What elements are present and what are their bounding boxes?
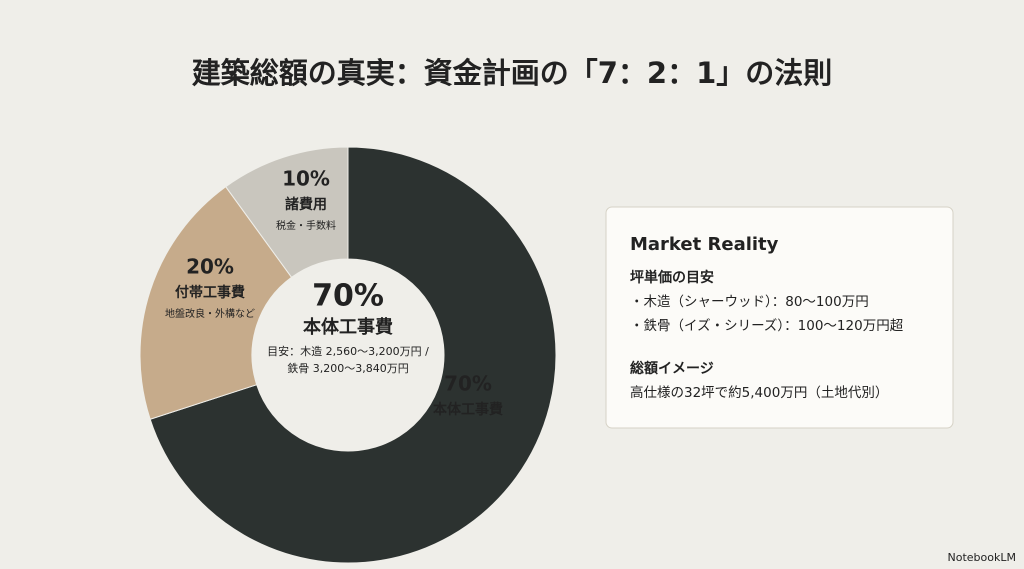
donut-segment	[139, 186, 293, 420]
segment-value-label: 70%	[444, 372, 492, 396]
card-heading: 坪単価の目安	[630, 269, 714, 286]
card-heading: 総額イメージ	[630, 360, 714, 377]
center-note: 鉄骨 3,200〜3,840万円	[287, 361, 408, 375]
segment-category-label: 諸費用	[285, 196, 327, 213]
segment-value-label: 10%	[282, 167, 330, 191]
card-line: ・鉄骨（イズ・シリーズ）：100〜120万円超	[630, 318, 904, 334]
donut-segment	[149, 146, 557, 564]
segment-note: 地盤改良・外構など	[165, 307, 255, 320]
segment-note: 税金・手数料	[276, 219, 336, 232]
card-line: 高仕様の32坪で約5,400万円（土地代別）	[630, 384, 888, 401]
segment-category-label: 本体工事費	[433, 401, 503, 418]
card-title: Market Reality	[630, 234, 779, 255]
card-line: ・木造（シャーウッド）：80〜100万円	[630, 294, 869, 310]
center-note: 目安：木造 2,560〜3,200万円 /	[267, 344, 429, 358]
segment-value-label: 20%	[186, 255, 234, 279]
center-category-label: 本体工事費	[303, 316, 393, 338]
footer: NotebookLM	[948, 551, 1016, 564]
donut-hole	[253, 260, 443, 450]
center-value-label: 70%	[312, 279, 384, 314]
card	[605, 206, 954, 429]
segment-category-label: 付帯工事費	[175, 284, 245, 301]
donut-segment	[225, 146, 349, 279]
chart-title: 建築総額の真実：資金計画の「7：2：1」の法則	[192, 56, 833, 90]
